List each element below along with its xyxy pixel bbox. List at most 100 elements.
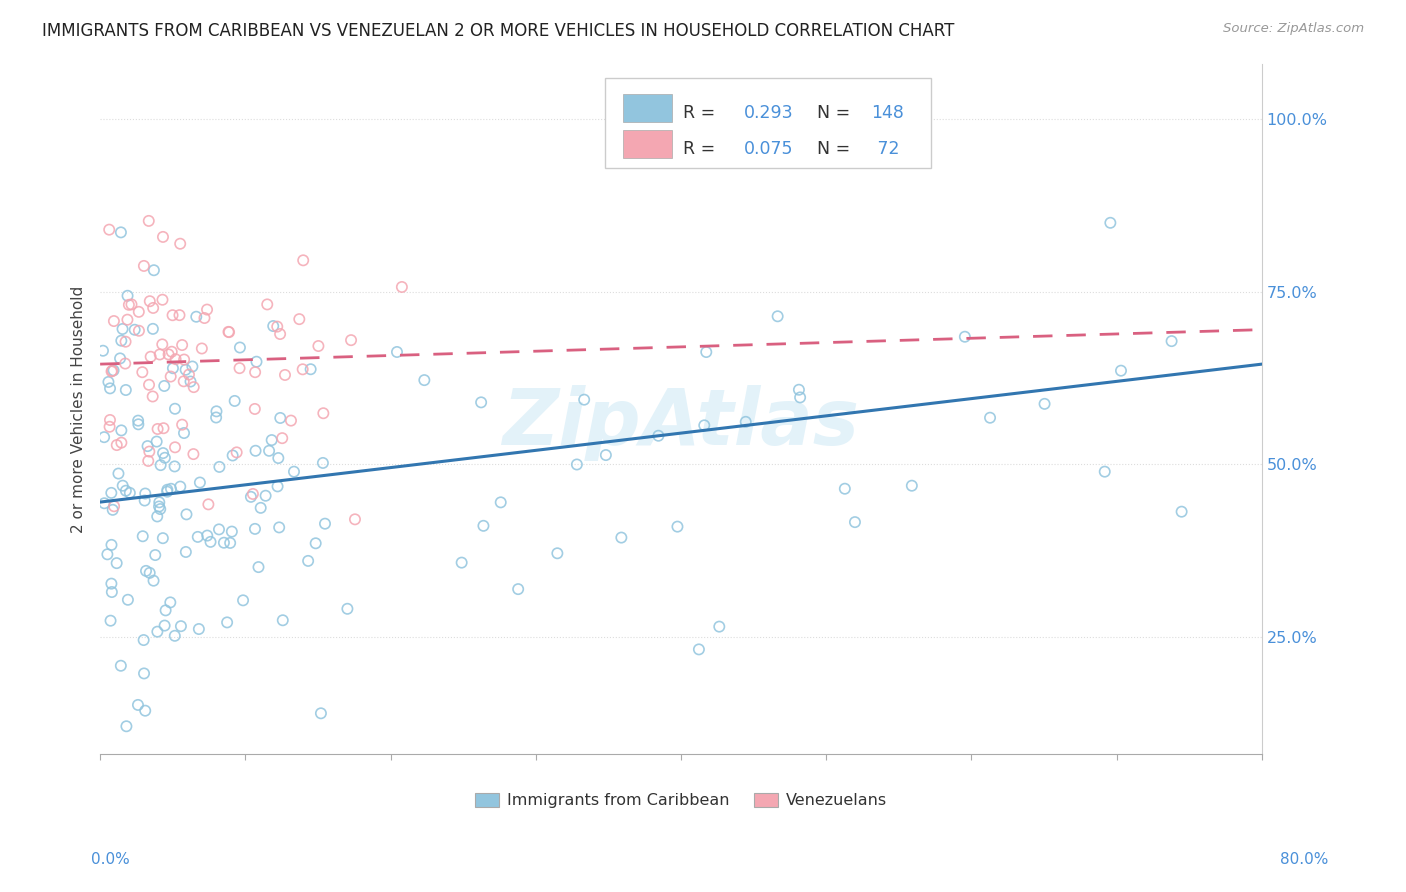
Point — [299, 362, 322, 376]
Point — [138, 566, 160, 580]
Point — [218, 325, 240, 339]
Point — [1170, 505, 1192, 519]
Point — [124, 323, 146, 337]
Point — [170, 619, 193, 633]
Point — [695, 345, 717, 359]
Y-axis label: 2 or more Vehicles in Household: 2 or more Vehicles in Household — [72, 285, 86, 533]
Point — [647, 428, 669, 442]
Point — [174, 363, 197, 377]
Point — [266, 319, 288, 334]
Point — [766, 310, 789, 324]
Point — [219, 536, 242, 550]
Point — [142, 301, 165, 315]
Point — [232, 593, 254, 607]
Point — [132, 666, 155, 681]
Point — [153, 450, 176, 465]
Point — [267, 451, 290, 466]
Point — [135, 564, 157, 578]
Point — [153, 379, 176, 393]
Point — [93, 496, 115, 510]
Point — [98, 419, 121, 434]
Point — [139, 350, 162, 364]
Point — [105, 556, 128, 570]
Point — [224, 393, 246, 408]
Point — [176, 508, 198, 522]
Point — [269, 411, 291, 425]
Point — [787, 383, 810, 397]
Point — [266, 479, 288, 493]
Point — [245, 355, 267, 369]
Point — [197, 497, 219, 511]
Point — [146, 624, 169, 639]
Point — [229, 341, 252, 355]
Point — [260, 433, 283, 447]
Point — [110, 334, 132, 348]
Point — [187, 530, 209, 544]
Point — [470, 395, 492, 409]
Legend: Immigrants from Caribbean, Venezuelans: Immigrants from Caribbean, Venezuelans — [468, 787, 893, 815]
Point — [149, 347, 172, 361]
Point — [163, 629, 186, 643]
Point — [834, 482, 856, 496]
Point — [169, 308, 191, 322]
Text: N =: N = — [817, 140, 856, 158]
Point — [262, 319, 284, 334]
Point — [953, 330, 976, 344]
Point — [118, 298, 141, 312]
Point — [146, 422, 169, 436]
Point — [98, 381, 121, 395]
Point — [274, 368, 297, 382]
Point — [249, 500, 271, 515]
Point — [108, 351, 131, 366]
Point — [96, 547, 118, 561]
Point — [1033, 397, 1056, 411]
Point — [110, 226, 132, 240]
Point — [1160, 334, 1182, 348]
Text: 0.0%: 0.0% — [91, 852, 131, 867]
Point — [128, 305, 150, 319]
Point — [205, 404, 228, 418]
Point — [312, 456, 335, 470]
Point — [172, 338, 194, 352]
Point — [221, 524, 243, 539]
Point — [100, 538, 122, 552]
Point — [103, 500, 125, 514]
Point — [693, 418, 716, 433]
Point — [173, 425, 195, 440]
Point — [709, 619, 731, 633]
Point — [110, 435, 132, 450]
Point — [343, 512, 366, 526]
Point — [225, 445, 247, 459]
Point — [134, 486, 156, 500]
Point — [191, 342, 214, 356]
Point — [98, 222, 121, 236]
Point — [142, 322, 165, 336]
Point — [546, 546, 568, 560]
Point — [142, 263, 165, 277]
Point — [297, 554, 319, 568]
Point — [508, 582, 530, 596]
Point — [149, 502, 172, 516]
Point — [152, 230, 174, 244]
Point — [208, 522, 231, 536]
Point — [256, 297, 278, 311]
Point — [844, 515, 866, 529]
Point — [195, 302, 218, 317]
Point — [183, 380, 205, 394]
Point — [450, 556, 472, 570]
Point — [117, 312, 139, 326]
Point — [165, 352, 187, 367]
Point — [101, 503, 124, 517]
Point — [149, 458, 172, 472]
Point — [242, 487, 264, 501]
Point — [127, 417, 149, 432]
Point — [610, 531, 633, 545]
Point — [136, 439, 159, 453]
Point — [283, 465, 305, 479]
Point — [152, 293, 174, 307]
Point — [688, 642, 710, 657]
Point — [489, 495, 512, 509]
Point — [172, 417, 194, 432]
Point — [181, 359, 204, 374]
Point — [138, 444, 160, 458]
